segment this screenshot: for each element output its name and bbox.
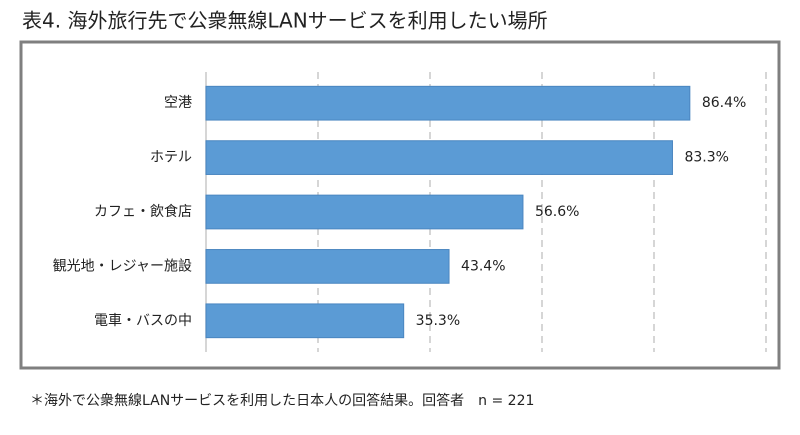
data-label: 86.4% (702, 95, 746, 111)
y-tick-label: カフェ・飲食店 (94, 203, 192, 220)
bar (205, 303, 405, 339)
y-tick-label: ホテル (150, 150, 192, 166)
data-label: 83.3% (684, 150, 728, 166)
bar (205, 249, 450, 284)
y-tick-label: 電車・バスの中 (94, 312, 192, 329)
data-label: 43.4% (461, 258, 505, 274)
bar (205, 85, 691, 121)
bar (205, 194, 524, 230)
data-label: 35.3% (416, 313, 460, 329)
data-label: 56.6% (535, 204, 579, 220)
y-tick-label: 空港 (164, 95, 192, 111)
bar (205, 140, 673, 175)
chart-frame (19, 40, 781, 370)
footnote: ＊海外で公衆無線LANサービスを利用した日本人の回答結果。回答者 n = 221 (30, 392, 534, 409)
chart-title: 表4. 海外旅行先で公衆無線LANサービスを利用したい場所 (22, 9, 548, 33)
y-tick-label: 観光地・レジャー施設 (53, 257, 192, 274)
